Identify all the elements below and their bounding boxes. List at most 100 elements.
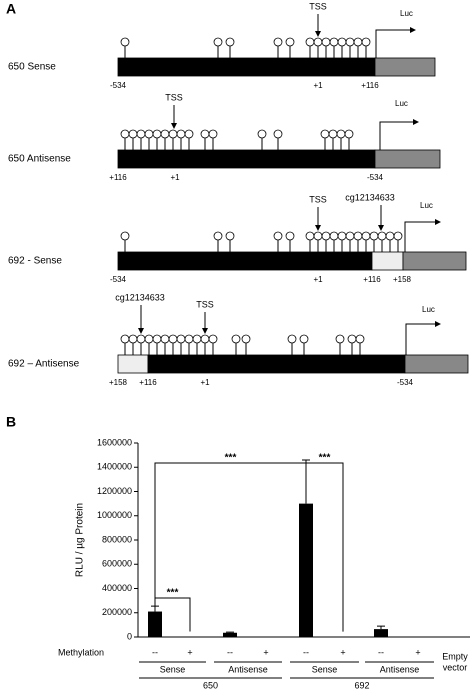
cpg-site [120,37,130,47]
cpg-site [345,37,355,47]
construct-segment [117,354,149,374]
significance-bracket [154,597,191,632]
cpg-site [192,334,202,344]
position-label: -534 [110,81,127,90]
group-label: vector [443,662,468,672]
cpg-site [225,231,235,241]
position-label: -534 [367,173,384,182]
group-label: Sense [312,664,338,674]
error-bar [151,605,159,612]
cpg-site [345,231,355,241]
luc-label: Luc [420,201,433,210]
y-tick-label: 1000000 [97,510,132,520]
luc-label: Luc [395,99,408,108]
cpg-site [285,37,295,47]
position-label: +1 [313,275,323,284]
y-tick-label: 1200000 [97,486,132,496]
position-label: +1 [200,378,210,387]
significance-label: *** [319,453,331,464]
tss-label: TSS [165,92,183,102]
cpg-site [184,334,194,344]
significance-bracket [154,462,307,602]
position-label: +158 [109,378,128,387]
tss-label: TSS [309,1,327,11]
cpg-site [152,334,162,344]
methylation-label: -- [227,647,233,657]
construct-name: 692 - Sense [8,256,62,267]
cpg-site [329,37,339,47]
group-label: Sense [160,664,186,674]
bar [299,503,313,637]
cpg-site [337,37,347,47]
cpg-site [120,231,130,241]
y-axis-label: RLU / µg Protein [75,503,86,577]
cpg-site [144,334,154,344]
cpg-site [335,334,345,344]
cpg-site [225,37,235,47]
tss-label: TSS [309,194,327,204]
cpg-label: cg12134633 [345,192,395,202]
cpg-site [257,129,267,139]
error-bar [377,625,385,630]
group-label: Antisense [380,664,420,674]
methylation-label: -- [378,647,384,657]
cpg-site [231,334,241,344]
luc-arrow [375,27,416,58]
cpg-site [208,129,218,139]
cpg-site [313,231,323,241]
cpg-site [328,129,338,139]
construct-segment [117,57,376,77]
cpg-site [213,231,223,241]
cpg-site [285,231,295,241]
bar [223,632,237,637]
construct-segment [374,57,436,77]
cpg-site [152,129,162,139]
cpg-site [305,37,315,47]
luc-arrow [379,119,419,150]
position-label: +1 [170,173,180,182]
construct-segment [374,149,441,169]
construct-segment [402,251,467,271]
cpg-site [361,231,371,241]
cpg-site [208,334,218,344]
luc-arrow [404,219,441,252]
cpg-site [128,334,138,344]
cpg-site [200,334,210,344]
cpg-site [184,129,194,139]
methylation-label: + [340,647,345,657]
cpg-site [347,334,357,344]
y-tick-label: 600000 [102,559,132,569]
cpg-site [299,334,309,344]
cpg-site [344,129,354,139]
cpg-site [273,129,283,139]
y-tick-label: 0 [127,631,132,641]
group-label: Empty [442,651,468,661]
cpg-site [385,231,395,241]
methylation-label: -- [152,647,158,657]
methylation-label: + [415,647,420,657]
position-label: +116 [109,173,127,182]
cpg-site [353,231,363,241]
construct-segment [117,149,376,169]
cpg-site [336,129,346,139]
cpg-site [377,231,387,241]
row-label: Methylation [58,647,104,657]
significance-label: *** [167,588,179,599]
position-label: +158 [393,275,412,284]
cpg-site [213,37,223,47]
construct-name: 650 Sense [8,62,56,73]
construct-segment [371,251,404,271]
y-tick-label: 400000 [102,583,132,593]
cpg-site [120,334,130,344]
position-label: +116 [363,275,381,284]
cpg-site [144,129,154,139]
methylation-label: + [263,647,268,657]
cpg-site [273,37,283,47]
group-label: Antisense [228,664,268,674]
cpg-label: cg12134633 [115,292,165,302]
significance-label: *** [225,453,237,464]
cpg-site [176,129,186,139]
y-tick-label: 1600000 [97,437,132,447]
tss-label: TSS [196,299,214,309]
